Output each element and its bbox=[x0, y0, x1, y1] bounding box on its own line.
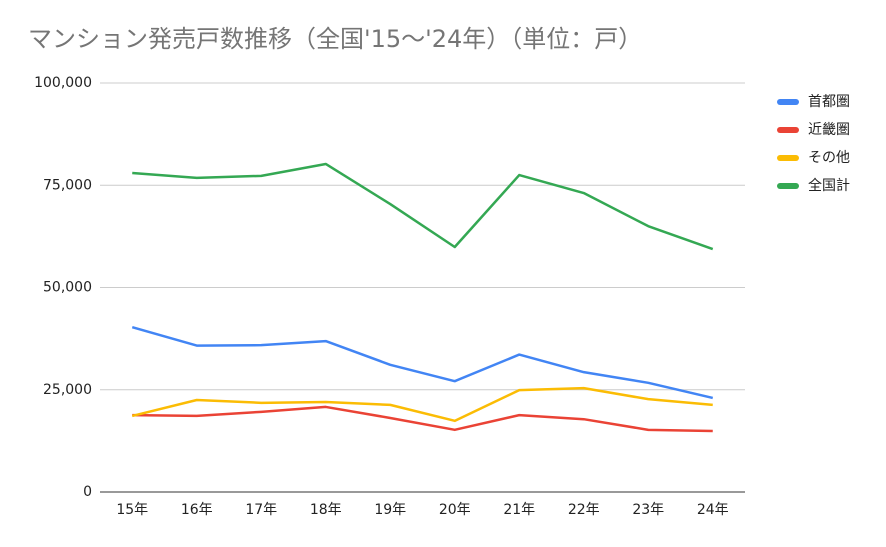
x-tick-label: 19年 bbox=[374, 502, 406, 518]
y-tick-label: 25,000 bbox=[43, 382, 92, 398]
x-tick-label: 17年 bbox=[245, 502, 277, 518]
legend-swatch bbox=[777, 99, 799, 105]
x-tick-label: 22年 bbox=[568, 502, 600, 518]
chart-title: マンション発売戸数推移（全国'15～'24年）（単位：戸） bbox=[28, 25, 642, 53]
legend-swatch bbox=[777, 183, 799, 189]
x-tick-label: 15年 bbox=[116, 502, 148, 518]
x-tick-label: 20年 bbox=[439, 502, 471, 518]
legend-swatch bbox=[777, 155, 799, 161]
series-line bbox=[131, 325, 714, 400]
legend-label: 首都圏 bbox=[808, 94, 850, 110]
x-tick-label: 18年 bbox=[310, 502, 342, 518]
x-tick-label: 16年 bbox=[181, 502, 213, 518]
legend-label: 全国計 bbox=[808, 177, 850, 194]
legend-label: 近畿圏 bbox=[808, 122, 850, 138]
x-tick-label: 23年 bbox=[632, 502, 664, 518]
y-tick-label: 0 bbox=[83, 484, 92, 500]
x-tick-label: 24年 bbox=[697, 502, 729, 518]
series-line bbox=[132, 405, 713, 433]
y-tick-label: 50,000 bbox=[43, 280, 92, 296]
legend-swatch bbox=[777, 127, 799, 133]
legend-label: その他 bbox=[808, 150, 850, 166]
series-line bbox=[132, 162, 714, 251]
y-tick-label: 75,000 bbox=[43, 177, 92, 193]
y-tick-label: 100,000 bbox=[34, 75, 92, 91]
x-tick-label: 21年 bbox=[503, 502, 535, 518]
series-line bbox=[131, 386, 713, 423]
